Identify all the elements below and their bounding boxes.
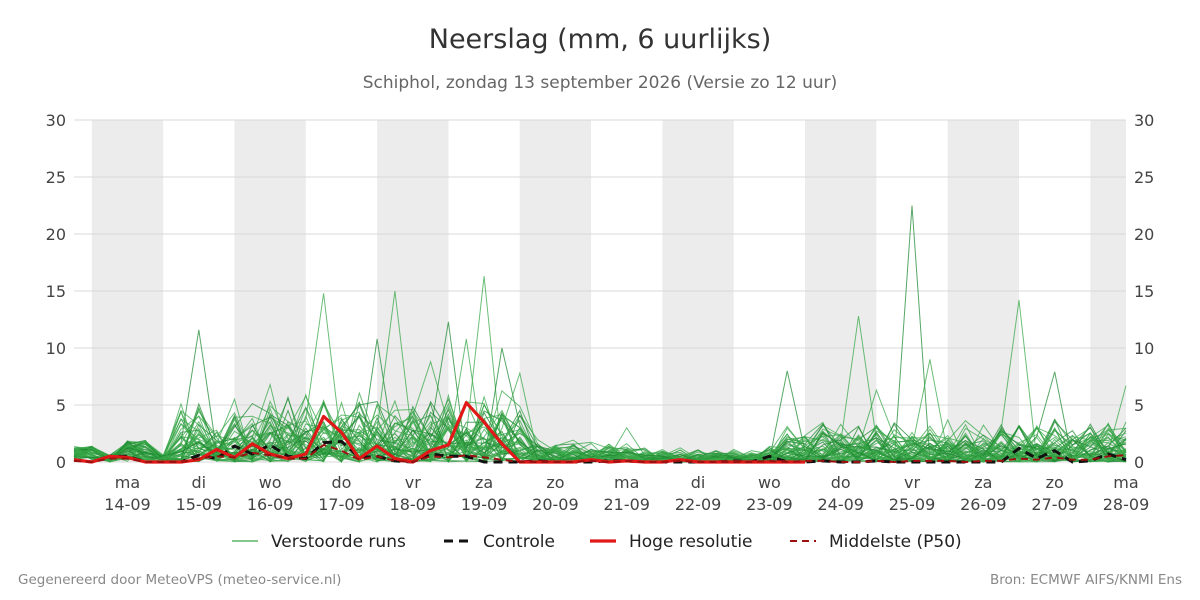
y-tick-label-left: 20: [46, 225, 66, 244]
y-axis-ticks: 0 0 5 5 10 10 15 15 20 20 25 25 30 30: [46, 111, 1155, 472]
legend: Verstoorde runs Controle Hoge resolutie Mid…: [232, 532, 962, 552]
legend-label: Verstoorde runs: [271, 532, 406, 552]
y-tick-label-left: 0: [56, 453, 66, 472]
x-tick-day-label: zo: [1046, 473, 1064, 492]
footer-generated-by: Gegenereerd door MeteoVPS (meteo-service…: [18, 572, 342, 588]
x-tick-day-label: di: [192, 473, 207, 492]
x-tick-date-label: 24-09: [817, 495, 864, 514]
y-tick-label-right: 20: [1134, 225, 1154, 244]
y-tick-label-left: 10: [46, 339, 66, 358]
x-tick-date-label: 21-09: [603, 495, 650, 514]
legend-label: Controle: [483, 532, 555, 552]
x-tick-date-label: 18-09: [390, 495, 437, 514]
y-tick-label-right: 15: [1134, 282, 1154, 301]
x-tick-day-label: wo: [259, 473, 282, 492]
x-tick-day-label: zo: [546, 473, 564, 492]
x-tick-date-label: 20-09: [532, 495, 579, 514]
ensemble-run-line: [73, 413, 1127, 463]
x-tick-day-label: vr: [904, 473, 920, 492]
x-tick-date-label: 25-09: [889, 495, 936, 514]
y-tick-label-left: 5: [56, 396, 66, 415]
x-tick-day-label: do: [831, 473, 851, 492]
chart-title: Neerslag (mm, 6 uurlijks): [428, 24, 772, 55]
x-tick-date-label: 16-09: [247, 495, 294, 514]
y-tick-label-right: 0: [1134, 453, 1144, 472]
y-tick-label-left: 25: [46, 168, 66, 187]
x-tick-day-label: do: [331, 473, 351, 492]
x-tick-day-label: za: [974, 473, 992, 492]
series-line-middelste-p50: [73, 443, 1127, 463]
x-tick-day-label: za: [475, 473, 493, 492]
y-tick-label-right: 30: [1134, 111, 1154, 130]
x-tick-day-label: ma: [1113, 473, 1138, 492]
x-tick-date-label: 22-09: [675, 495, 722, 514]
legend-label: Middelste (P50): [829, 532, 962, 552]
y-tick-label-left: 30: [46, 111, 66, 130]
x-tick-date-label: 15-09: [176, 495, 223, 514]
x-tick-date-label: 14-09: [104, 495, 151, 514]
main-series: [73, 401, 1127, 464]
chart-subtitle: Schiphol, zondag 13 september 2026 (Vers…: [362, 73, 838, 93]
x-tick-day-label: di: [691, 473, 706, 492]
x-tick-date-label: 27-09: [1031, 495, 1078, 514]
legend-label: Hoge resolutie: [629, 532, 753, 552]
x-tick-date-label: 17-09: [318, 495, 365, 514]
x-tick-day-label: ma: [115, 473, 140, 492]
y-tick-label-right: 5: [1134, 396, 1144, 415]
footer-source: Bron: ECMWF AIFS/KNMI Ens: [989, 572, 1182, 588]
y-tick-label-right: 25: [1134, 168, 1154, 187]
x-tick-day-label: ma: [614, 473, 639, 492]
x-tick-date-label: 28-09: [1103, 495, 1150, 514]
x-tick-date-label: 19-09: [461, 495, 508, 514]
x-tick-day-label: vr: [405, 473, 421, 492]
y-tick-label-left: 15: [46, 282, 66, 301]
x-tick-date-label: 23-09: [746, 495, 793, 514]
y-tick-label-right: 10: [1134, 339, 1154, 358]
x-tick-day-label: wo: [758, 473, 781, 492]
x-tick-date-label: 26-09: [960, 495, 1007, 514]
x-axis-ticks: ma 14-09 di 15-09 wo 16-09 do 17-09 vr 18-09 za 19-…: [104, 473, 1149, 514]
